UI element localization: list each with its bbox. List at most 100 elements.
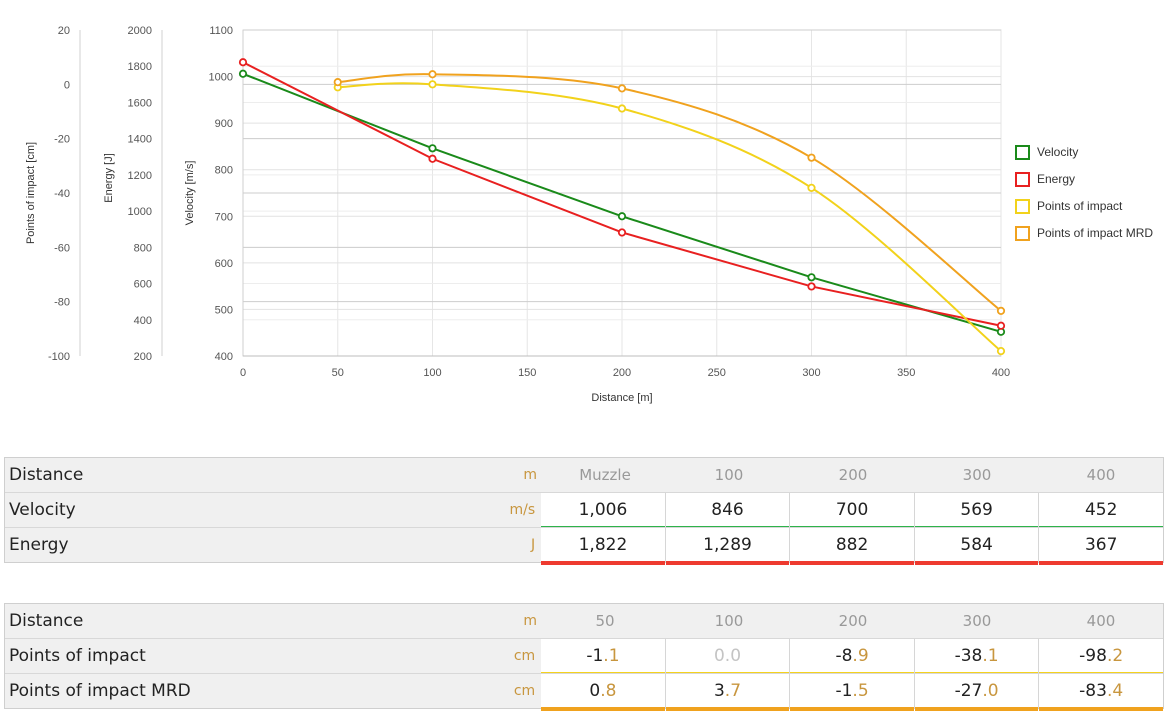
value-int: -83 — [1079, 681, 1107, 701]
x-axis-title: Distance [m] — [591, 392, 652, 404]
value-cell: 1,006 — [541, 493, 665, 530]
velocity-axis-title: Velocity [m/s] — [184, 161, 196, 226]
value-cell: 700 — [789, 493, 914, 530]
points-of-impact-mrd-line — [337, 73, 1002, 312]
energy-tick-label: 1800 — [128, 61, 152, 73]
value-int: 0 — [713, 646, 725, 666]
value-cell: 3.7 — [664, 674, 790, 711]
x-tick-label: 250 — [708, 367, 726, 379]
value-decimal: .1 — [603, 646, 620, 666]
value-cell: -1.1 — [541, 639, 665, 676]
value-text: 584 — [960, 535, 993, 555]
x-tick-label: 400 — [992, 367, 1010, 379]
poi-mrd-color-bar — [914, 707, 1039, 711]
table-header-row: Distance m 50 100 200 300 400 — [5, 604, 1163, 638]
value-decimal: .0 — [982, 681, 999, 701]
energy-color-bar — [541, 561, 665, 565]
header-col: 400 — [1086, 612, 1116, 630]
value-cell: 1,289 — [664, 528, 790, 565]
velocity-tick-label: 700 — [215, 211, 233, 223]
value-decimal: .7 — [724, 681, 742, 701]
value-cell: -27.0 — [913, 674, 1039, 711]
energy-tick-label: 2000 — [128, 25, 152, 37]
velocity-tick-label: 1100 — [209, 25, 233, 37]
poi-tick-label: -80 — [54, 297, 70, 309]
velocity-tick-label: 400 — [215, 351, 233, 363]
row-unit: m/s — [447, 493, 542, 527]
value-int: 3 — [713, 681, 725, 701]
value-cell: -38.1 — [913, 639, 1039, 676]
velocity-point — [238, 69, 248, 78]
x-tick-label: 0 — [240, 367, 246, 379]
legend-label-energy: Energy — [1037, 172, 1075, 186]
value-cell: 1,822 — [541, 528, 665, 565]
points-of-impact-mrd-point — [996, 306, 1006, 316]
value-int: -27 — [954, 681, 983, 701]
poi-tick-label: -40 — [54, 188, 70, 200]
row-label: Points of impact MRD — [5, 674, 448, 708]
value-text: 846 — [711, 500, 744, 520]
header-unit: m — [523, 467, 537, 483]
header-col: 200 — [838, 612, 868, 630]
energy-point — [428, 154, 437, 163]
points-of-impact-table: Distance m 50 100 200 300 400 Points of … — [4, 603, 1164, 711]
poi-tick-label: -20 — [54, 134, 70, 146]
velocity-point — [617, 212, 627, 221]
poi-mrd-color-bar — [790, 707, 914, 711]
row-unit: J — [447, 528, 542, 562]
table-row-points-of-impact: Points of impact cm -1.1 0.0 -8.9 -38.1 … — [5, 638, 1163, 676]
energy-color-bar — [790, 561, 914, 565]
velocity-tick-label: 600 — [215, 258, 233, 270]
energy-point — [238, 58, 248, 67]
value-int: -38 — [954, 646, 983, 666]
value-cell: -83.4 — [1038, 674, 1163, 711]
velocity-tick-label: 500 — [215, 304, 233, 316]
value-decimal: .8 — [600, 681, 617, 701]
value-text: 1,289 — [703, 535, 752, 555]
poi-axis-title: Points of impact [cm] — [25, 142, 37, 244]
value-cell: 882 — [789, 528, 914, 565]
value-text: 569 — [960, 500, 993, 520]
value-cell: 846 — [664, 493, 790, 530]
legend-label-velocity: Velocity — [1037, 145, 1078, 159]
energy-tick-label: 600 — [134, 279, 152, 291]
poi-mrd-color-bar — [1039, 707, 1163, 711]
row-label: Energy — [5, 528, 448, 562]
points-of-impact-point — [996, 347, 1006, 356]
velocity-tick-label: 800 — [215, 165, 233, 177]
poi-tick-label: 20 — [58, 25, 70, 37]
legend-swatch-velocity — [1015, 145, 1030, 160]
energy-tick-label: 200 — [134, 351, 152, 363]
row-label: Points of impact — [5, 639, 448, 673]
value-text: 1,006 — [578, 500, 628, 520]
energy-point — [617, 228, 627, 237]
x-tick-label: 200 — [613, 367, 631, 379]
value-cell: 0.8 — [541, 674, 665, 711]
energy-tick-label: 1200 — [128, 170, 152, 182]
header-col: 300 — [962, 612, 992, 630]
header-col: 100 — [714, 466, 744, 484]
value-cell: 452 — [1038, 493, 1163, 530]
ballistics-chart: 0 50 100 150 200 250 300 350 4001100100090080070… — [25, 25, 1153, 404]
points-of-impact-point — [428, 80, 437, 89]
table-row-points-of-impact-mrd: Points of impact MRD cm 0.8 3.7 -1.5 -27… — [5, 673, 1163, 711]
legend-swatch-energy — [1015, 172, 1030, 187]
header-col: 200 — [838, 466, 868, 484]
points-of-impact-mrd-point — [333, 78, 342, 87]
energy-point — [996, 321, 1006, 330]
velocity-tick-label: 1000 — [209, 72, 233, 84]
header-col: 300 — [962, 466, 992, 484]
header-col: 50 — [595, 612, 615, 630]
value-decimal: .2 — [1106, 646, 1124, 666]
x-tick-label: 150 — [518, 367, 536, 379]
value-decimal: .5 — [852, 681, 869, 701]
x-tick-label: 50 — [332, 367, 344, 379]
legend-swatch-points-of-impact — [1015, 199, 1030, 214]
points-of-impact-mrd-point — [428, 70, 437, 79]
velocity-tick-label: 900 — [215, 118, 233, 130]
value-cell: 367 — [1038, 528, 1163, 565]
value-decimal: .4 — [1106, 681, 1124, 701]
value-int: -98 — [1079, 646, 1107, 666]
value-text: 882 — [835, 535, 869, 555]
value-text: 700 — [835, 500, 869, 520]
